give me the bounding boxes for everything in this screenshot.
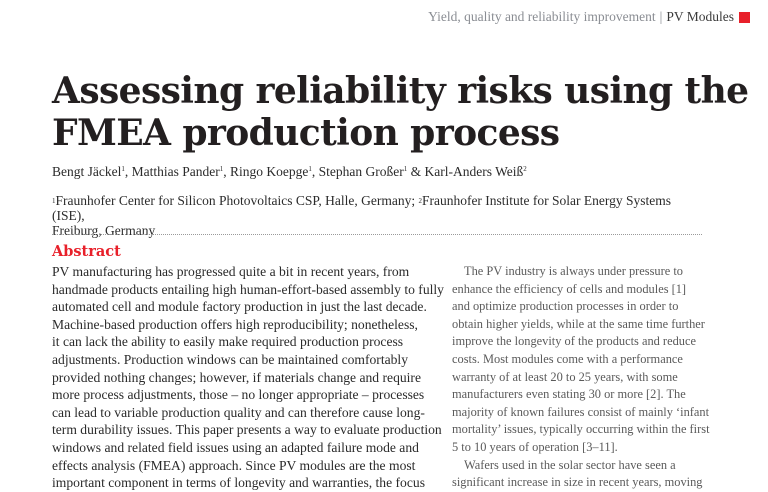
abstract-line: important component in terms of longevit… — [52, 475, 425, 491]
abstract-line: provided nothing changes; however, if ma… — [52, 369, 421, 385]
author-separator: , — [311, 164, 319, 179]
abstract-heading: Abstract — [52, 243, 121, 260]
abstract-line: Machine-based production offers high rep… — [52, 316, 418, 332]
red-square-icon — [739, 11, 750, 23]
running-head-separator: | — [659, 9, 663, 24]
running-head: Yield, quality and reliability improveme… — [428, 9, 750, 25]
abstract-line: term durability issues. This paper prese… — [52, 422, 442, 438]
title-line-2: FMEA production process — [52, 112, 560, 154]
affiliations: 1Fraunhofer Center for Silicon Photovolt… — [52, 193, 692, 238]
author-name: Ringo Koepge — [229, 164, 309, 179]
abstract-line: windows and related field issues using a… — [52, 439, 419, 455]
author-affiliation-mark: 1 — [403, 165, 408, 173]
abstract-line: handmade products entailing high human-e… — [52, 281, 444, 297]
affiliation-text: Freiburg, Germany — [52, 223, 156, 238]
body-line: obtain higher yields, while at the same … — [452, 316, 705, 331]
dotted-divider — [52, 234, 702, 235]
author-separator: & — [407, 164, 425, 179]
title-line-1: Assessing reliability risks using the — [52, 70, 749, 112]
body-column-right: The PV industry is always under pressure… — [452, 263, 752, 492]
abstract-line: automated cell and module factory produc… — [52, 299, 427, 315]
running-head-section: Yield, quality and reliability improveme… — [428, 9, 656, 24]
body-line: mortality’ issues, typically occurring w… — [452, 422, 710, 437]
author-affiliation-mark: 1 — [219, 165, 224, 173]
author-affiliation-mark: 2 — [523, 165, 527, 173]
author-affiliation-mark: 1 — [308, 165, 312, 173]
author-name: Stephan Großer — [318, 164, 404, 179]
author-name: Bengt Jäckel — [52, 164, 122, 179]
affiliation-mark: 2 — [418, 197, 422, 205]
abstract-line: adjustments. Production windows can be m… — [52, 351, 409, 367]
author-list: Bengt Jäckel1, Matthias Pander1, Ringo K… — [52, 164, 527, 180]
abstract-line: effects analysis (FMEA) approach. Since … — [52, 457, 416, 473]
body-line: improve the longevity of the products an… — [452, 334, 696, 349]
body-line: significant increase in size in recent y… — [452, 475, 703, 490]
affiliation-text: Fraunhofer Center for Silicon Photovolta… — [55, 193, 419, 208]
body-line: 5 to 10 years of operation [3–11]. — [452, 439, 618, 454]
author-name: Matthias Pander — [131, 164, 220, 179]
abstract-line: more process adjustments, those – no lon… — [52, 387, 425, 403]
abstract-line: it can lack the ability to easily make r… — [52, 334, 404, 350]
body-line: majority of known failures consist of ma… — [452, 404, 710, 419]
running-head-topic: PV Modules — [666, 9, 734, 24]
affiliation-text: Fraunhofer Institute for Solar Energy Sy… — [52, 193, 672, 223]
abstract-body: PV manufacturing has progressed quite a … — [52, 263, 444, 492]
body-line: warranty of at least 20 to 25 years, wit… — [452, 369, 678, 384]
abstract-line: can lead to variable production quality … — [52, 404, 425, 420]
body-line: Wafers used in the solar sector have see… — [464, 457, 676, 472]
article-title: Assessing reliability risks using the FM… — [52, 70, 752, 154]
abstract-line: PV manufacturing has progressed quite a … — [52, 264, 410, 279]
body-line: enhance the efficiency of cells and modu… — [452, 281, 687, 296]
author-affiliation-mark: 1 — [121, 165, 125, 173]
author-separator: , — [124, 164, 132, 179]
body-line: The PV industry is always under pressure… — [464, 264, 683, 278]
body-line: manufacturers even stating 30 or more [2… — [452, 387, 686, 402]
body-line: costs. Most modules come with a performa… — [452, 351, 683, 366]
affiliation-mark: 1 — [52, 197, 56, 205]
author-separator: , — [223, 164, 230, 179]
author-name: Karl-Anders Weiß — [424, 164, 524, 179]
body-line: and optimize production processes in ord… — [452, 299, 679, 314]
